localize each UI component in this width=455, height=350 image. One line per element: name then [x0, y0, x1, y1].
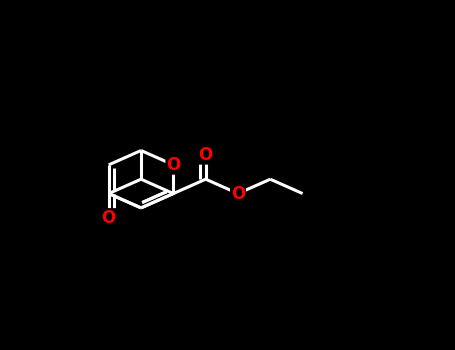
Text: O: O	[198, 146, 213, 164]
Text: O: O	[231, 184, 245, 203]
Text: O: O	[101, 209, 116, 227]
Text: O: O	[166, 156, 181, 174]
